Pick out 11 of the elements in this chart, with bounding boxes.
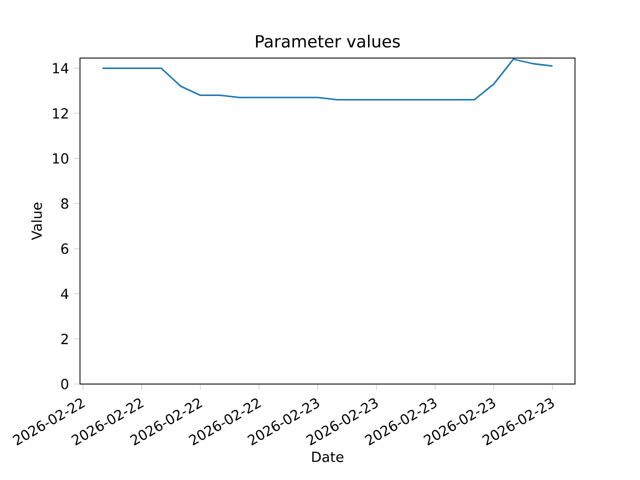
y-tick-label: 8 (61, 198, 68, 209)
y-tick-label: 12 (53, 108, 68, 118)
y-tick-label: 10 (53, 153, 68, 164)
chart-title: Parameter values (256, 34, 400, 48)
x-axis-title: Date (312, 452, 344, 462)
y-tick-label: 6 (61, 243, 68, 254)
y-axis-title: Value (31, 202, 42, 240)
y-tick-label: 0 (61, 378, 68, 390)
y-tick-label: 4 (61, 288, 68, 299)
y-tick-label: 14 (53, 63, 68, 74)
y-tick-label: 2 (61, 334, 68, 344)
